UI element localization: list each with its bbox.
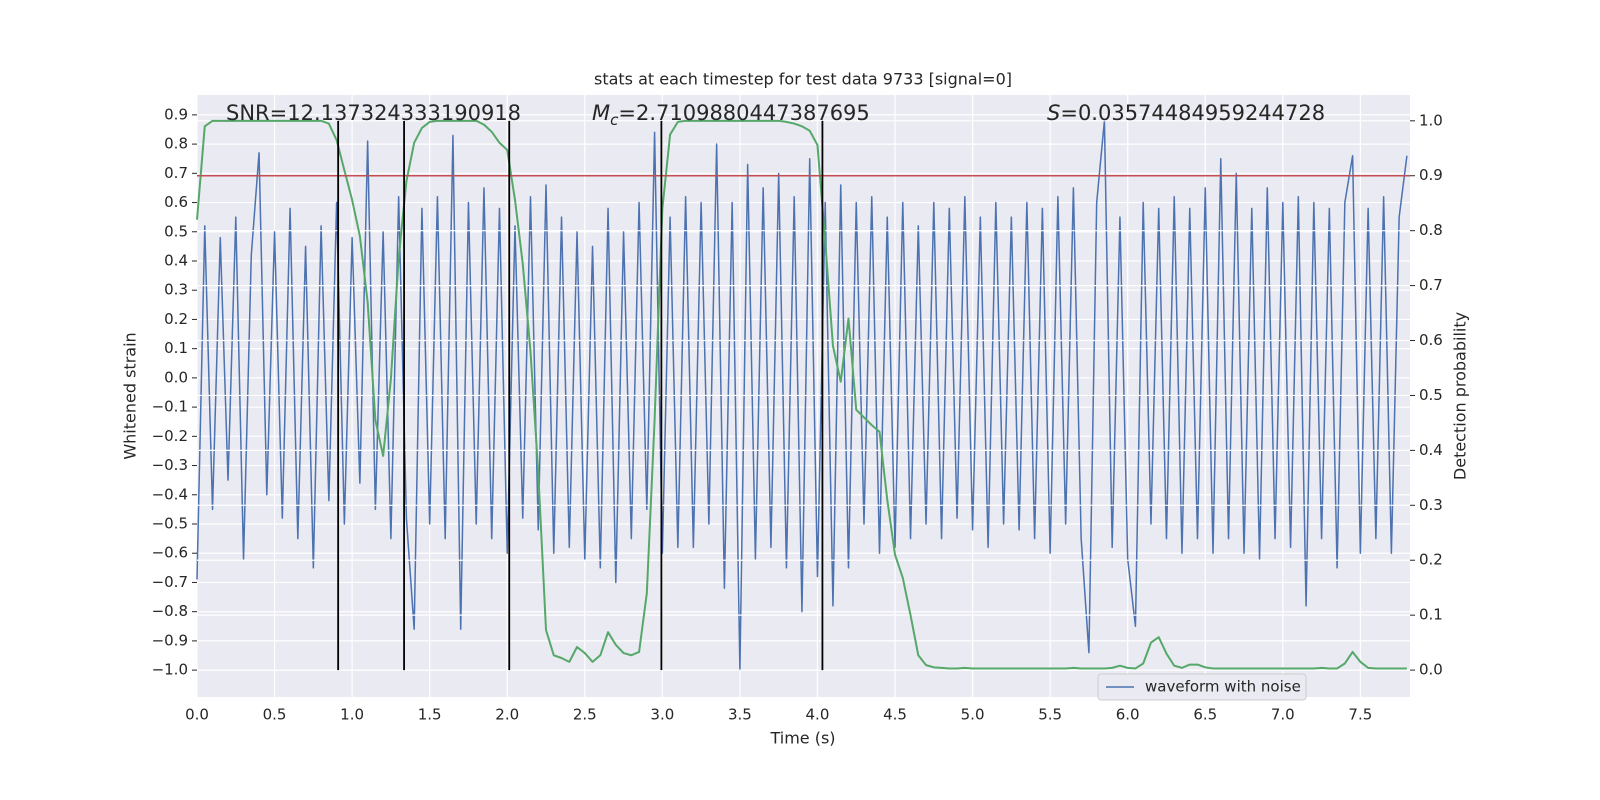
- y2-tick-label: 0.7: [1419, 276, 1443, 294]
- y2-tick-label: 0.1: [1419, 606, 1443, 624]
- y-tick-label: 0.0: [164, 368, 188, 386]
- y-tick-label: −0.9: [152, 631, 188, 649]
- annotation: S=0.03574484959244728: [1047, 101, 1325, 125]
- x-tick-label: 3.5: [728, 706, 752, 724]
- y-axis-label: Whitened strain: [121, 332, 140, 459]
- y-tick-label: −0.4: [152, 485, 188, 503]
- annotation-text: SNR=12.137324333190918: [226, 101, 521, 125]
- annotation-text: =2.7109880447387695: [618, 101, 869, 125]
- x-tick-label: 7.0: [1271, 706, 1295, 724]
- x-tick-label: 5.0: [961, 706, 985, 724]
- x-tick-label: 7.5: [1348, 706, 1372, 724]
- mark-layer: [196, 119, 1408, 671]
- annotation-subscript: c: [610, 111, 619, 129]
- y2-tick-label: 0.2: [1419, 551, 1443, 569]
- legend-box: [1097, 673, 1307, 701]
- y-tick-label: 0.7: [164, 164, 188, 182]
- y-tick-label: −0.2: [152, 427, 188, 445]
- annotation-symbol: S: [1047, 101, 1060, 125]
- x-tick-label: 6.5: [1193, 706, 1217, 724]
- y2-tick-label: 1.0: [1419, 111, 1443, 129]
- x-tick-label: 3.0: [650, 706, 674, 724]
- legend-label: waveform with noise: [1145, 678, 1301, 696]
- x-tick-label: 5.5: [1038, 706, 1062, 724]
- y-tick-label: 0.8: [164, 135, 188, 153]
- y-tick-label: 0.3: [164, 281, 188, 299]
- y-tick-label: −0.6: [152, 544, 188, 562]
- y-tick-label: 0.6: [164, 193, 188, 211]
- y2-tick-label: 0.4: [1419, 441, 1443, 459]
- x-tick-label: 2.5: [573, 706, 597, 724]
- y-tick-label: 0.9: [164, 105, 188, 123]
- x-tick-label: 2.0: [495, 706, 519, 724]
- overlay-layer: waveform with noise: [196, 119, 1410, 701]
- y-tick-label: 0.1: [164, 339, 188, 357]
- x-tick-label: 1.0: [340, 706, 364, 724]
- x-tick-label: 1.5: [418, 706, 442, 724]
- y-tick-label: −0.8: [152, 602, 188, 620]
- x-tick-label: 4.0: [806, 706, 830, 724]
- series-line: [196, 119, 1408, 671]
- y-tick-label: −0.5: [152, 514, 188, 532]
- x-tick-label: 0.5: [263, 706, 287, 724]
- annotation: SNR=12.137324333190918: [226, 101, 521, 125]
- y2-axis-label: Detection probability: [1451, 312, 1470, 480]
- chart-title: stats at each timestep for test data 973…: [594, 70, 1012, 89]
- y2-tick-label: 0.3: [1419, 496, 1443, 514]
- y-tick-label: −0.1: [152, 398, 188, 416]
- x-tick-label: 6.0: [1116, 706, 1140, 724]
- y2-tick-label: 0.5: [1419, 386, 1443, 404]
- y-tick-label: 0.5: [164, 222, 188, 240]
- y2-tick-label: 0.0: [1419, 661, 1443, 679]
- series-line: [196, 119, 1407, 670]
- x-tick-label: 0.0: [185, 706, 209, 724]
- y2-tick-label: 0.8: [1419, 221, 1443, 239]
- y-tick-label: −0.3: [152, 456, 188, 474]
- x-axis-label: Time (s): [769, 729, 835, 748]
- y-tick-label: −1.0: [152, 661, 188, 679]
- annotation-text: =0.03574484959244728: [1060, 101, 1325, 125]
- y-tick-label: −0.7: [152, 573, 188, 591]
- y-tick-label: 0.2: [164, 310, 188, 328]
- y2-tick-label: 0.9: [1419, 166, 1443, 184]
- x-tick-label: 4.5: [883, 706, 907, 724]
- annotation-symbol: M: [592, 101, 610, 125]
- annotation: Mc=2.7109880447387695: [592, 101, 870, 129]
- y-tick-label: 0.4: [164, 251, 188, 269]
- y2-tick-label: 0.6: [1419, 331, 1443, 349]
